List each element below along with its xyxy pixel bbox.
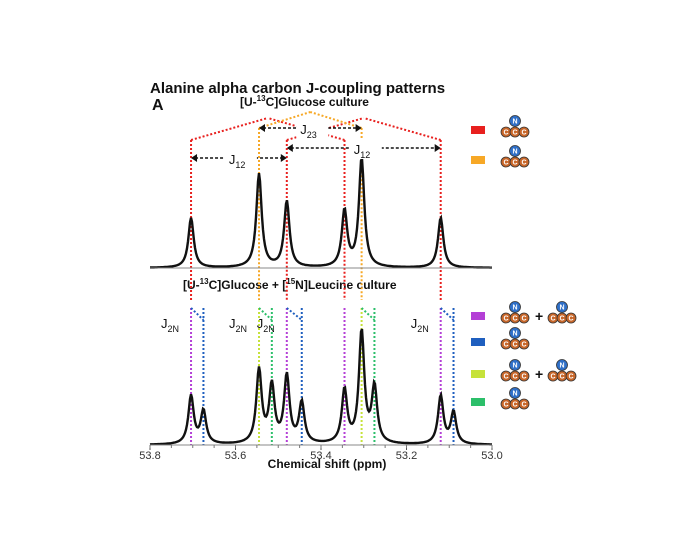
legend-plus: + [535, 308, 543, 324]
red-tree-b-1 [267, 117, 345, 141]
guide-lines-layer [190, 111, 455, 445]
svg-text:N: N [512, 331, 517, 338]
svg-text:C: C [512, 160, 517, 167]
carbon-atom-icon [518, 370, 530, 382]
svg-text:C: C [521, 130, 526, 137]
nitrogen-atom-icon [509, 301, 521, 313]
carbon-atom-icon [565, 312, 577, 324]
panel-1-title: [U-13C]Glucose culture [240, 94, 369, 109]
svg-text:C: C [521, 160, 526, 167]
panel-label: A [152, 97, 164, 114]
n-split-1 [190, 307, 205, 321]
n-split-4 [360, 307, 376, 321]
spectrum-trace-panel-1 [150, 154, 492, 269]
n-split-5 [440, 307, 455, 321]
panel-2-title: [U-13C]Glucose + [15N]Leucine culture [183, 277, 397, 292]
x-tick-label-4: 53.2 [396, 450, 417, 462]
x-tick-label-1: 53.8 [139, 450, 160, 462]
legend-swatch [471, 370, 485, 378]
carbon-atom-icon [518, 398, 530, 410]
svg-text:C: C [512, 342, 517, 349]
svg-text:N: N [559, 363, 564, 370]
chart-title: Alanine alpha carbon J-coupling patterns [150, 80, 445, 97]
svg-text:C: C [550, 374, 555, 381]
nitrogen-atom-icon [509, 115, 521, 127]
x-tick-label-5: 53.0 [481, 450, 502, 462]
coupling-label-bottom-4: J2N [411, 316, 429, 334]
svg-text:C: C [559, 374, 564, 381]
nitrogen-atom-icon [509, 359, 521, 371]
n-split-2 [258, 307, 273, 321]
nitrogen-atom-icon [556, 301, 568, 313]
coupling-label-bottom-2: J2N [229, 316, 247, 334]
orange-tree-a [258, 111, 311, 129]
coupling-arrow-top-2 [191, 154, 287, 162]
legend-item-2-1: NC C C + NC C C [471, 301, 577, 324]
svg-text:C: C [503, 130, 508, 137]
legend-swatch [471, 126, 485, 134]
svg-text:C: C [521, 342, 526, 349]
svg-text:C: C [503, 402, 508, 409]
coupling-label-top-2: J12 [229, 152, 246, 170]
coupling-layer: J23 J12 J12 J2N J2N J2N J2N [161, 119, 441, 334]
x-tick-label-3: 53.4 [310, 450, 331, 462]
legend-swatch [471, 398, 485, 406]
carbon-atom-icon [518, 338, 530, 350]
carbon-atom-icon [518, 126, 530, 138]
svg-text:N: N [512, 305, 517, 312]
n-split-3 [286, 307, 303, 321]
legend-item-1-1: NC C C [471, 115, 530, 138]
red-tree-a-1 [190, 117, 269, 141]
svg-text:C: C [521, 402, 526, 409]
svg-text:N: N [559, 305, 564, 312]
legend-item-2-3: NC C C + NC C C [471, 359, 577, 382]
nitrogen-atom-icon [509, 387, 521, 399]
svg-text:C: C [512, 402, 517, 409]
svg-text:C: C [568, 374, 573, 381]
legend-swatch [471, 312, 485, 320]
legend-item-2-4: NC C C [471, 387, 530, 410]
svg-text:C: C [568, 316, 573, 323]
svg-text:C: C [503, 160, 508, 167]
svg-text:N: N [512, 391, 517, 398]
svg-text:C: C [503, 374, 508, 381]
svg-text:C: C [559, 316, 564, 323]
nitrogen-atom-icon [509, 145, 521, 157]
svg-text:C: C [550, 316, 555, 323]
legend-swatch [471, 156, 485, 164]
x-tick-label-2: 53.6 [225, 450, 246, 462]
legend-layer: NC C CNC C CNC C C + NC C CNC C CNC C C + NC C CNC C C [471, 115, 577, 410]
legend-plus: + [535, 366, 543, 382]
x-axis-label: Chemical shift (ppm) [268, 457, 387, 471]
x-axis: 53.8 53.6 53.4 53.2 53.0 [139, 445, 503, 462]
svg-text:C: C [521, 316, 526, 323]
svg-text:N: N [512, 119, 517, 126]
coupling-label-bottom-1: J2N [161, 316, 179, 334]
coupling-label-top-1: J23 [300, 122, 317, 140]
legend-swatch [471, 338, 485, 346]
orange-tree-b [310, 111, 362, 129]
nitrogen-atom-icon [556, 359, 568, 371]
svg-text:C: C [503, 316, 508, 323]
carbon-atom-icon [518, 156, 530, 168]
svg-text:C: C [521, 374, 526, 381]
svg-text:C: C [512, 316, 517, 323]
svg-text:C: C [503, 342, 508, 349]
svg-text:C: C [512, 130, 517, 137]
coupling-label-bottom-3: J2N [257, 316, 275, 334]
carbon-atom-icon [565, 370, 577, 382]
legend-item-2-2: NC C C [471, 327, 530, 350]
red-tree-b-2 [363, 117, 441, 141]
svg-text:N: N [512, 363, 517, 370]
spectrum-trace-panel-2 [149, 328, 492, 446]
svg-text:C: C [512, 374, 517, 381]
carbon-atom-icon [518, 312, 530, 324]
legend-item-1-2: NC C C [471, 145, 530, 168]
coupling-label-top-3: J12 [354, 142, 371, 160]
svg-text:N: N [512, 149, 517, 156]
nitrogen-atom-icon [509, 327, 521, 339]
